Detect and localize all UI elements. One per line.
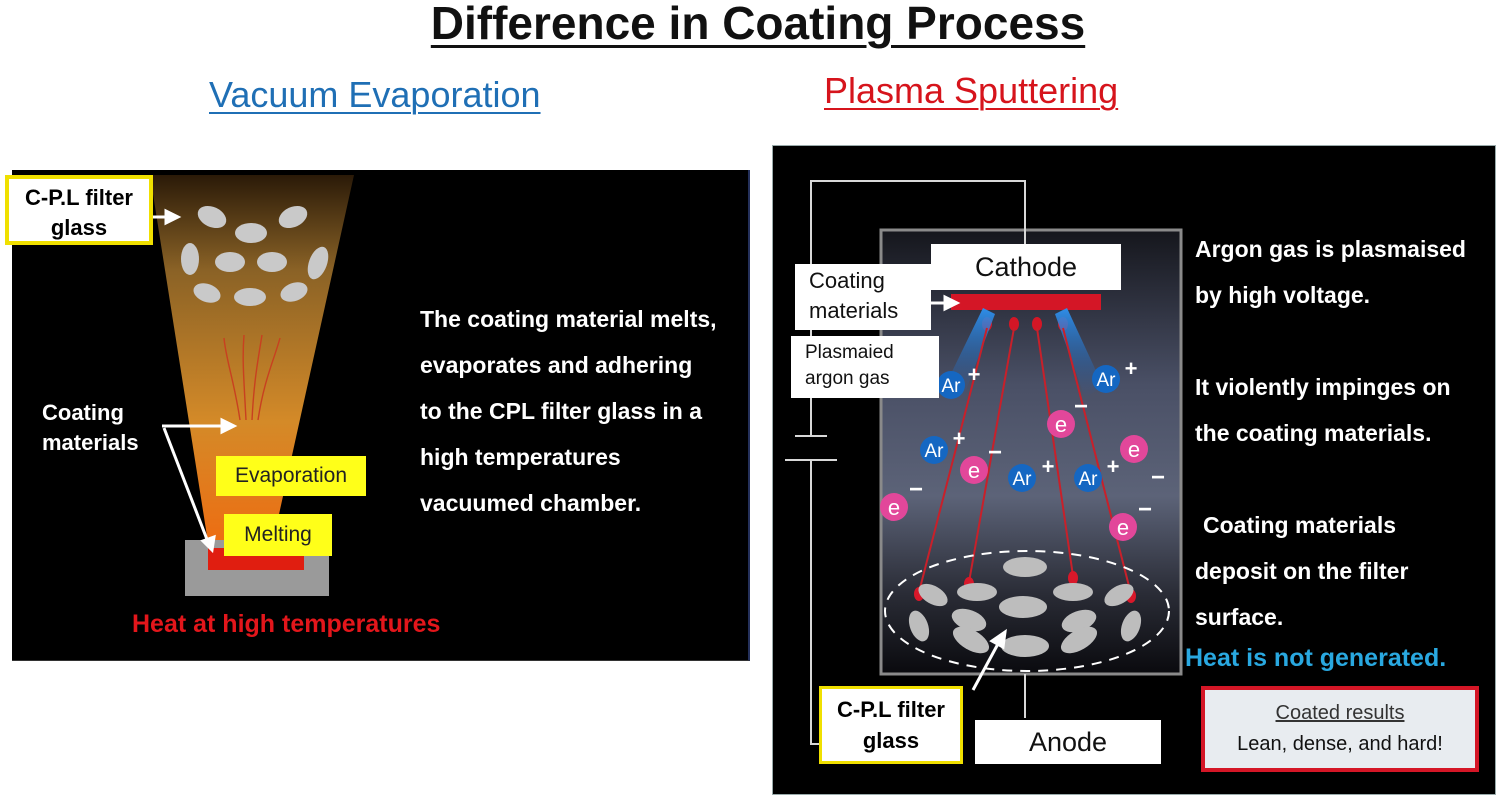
coating-materials-label: Coating materials: [795, 264, 931, 330]
svg-text:Ar: Ar: [942, 376, 962, 397]
coated-results-title: Coated results: [1275, 702, 1405, 724]
melting-label: Melting: [224, 514, 332, 556]
svg-text:e: e: [1128, 437, 1140, 462]
plasma-gas-label: Plasmaied argon gas: [791, 336, 939, 398]
heat-label: Heat at high temperatures: [132, 610, 441, 638]
argon-ion: Ar +: [1092, 356, 1137, 393]
argon-ion: Ar +: [1008, 454, 1054, 492]
electron: e−: [1109, 496, 1152, 541]
coating-materials-label: Coating materials: [42, 400, 139, 455]
svg-text:Ar: Ar: [1097, 370, 1117, 391]
sputtering-diagram: Ar + Ar + Ar+ Ar+ Ar+ e− e− e− e− e−: [785, 180, 1183, 745]
svg-text:+: +: [968, 362, 981, 387]
coated-results-text: Lean, dense, and hard!: [1237, 733, 1443, 755]
electrons: e− e− e− e− e−: [880, 393, 1165, 541]
vacuum-evaporation-panel: C-P.L filter glass Coating materials Evapo…: [5, 170, 750, 661]
svg-text:Ar: Ar: [1013, 469, 1033, 490]
svg-text:e: e: [968, 458, 980, 483]
no-heat-label: Heat is not generated.: [1185, 644, 1447, 672]
coated-results-box: Coated results Lean, dense, and hard!: [1201, 686, 1479, 772]
filter-glass-label: C-P.L filter glass: [5, 175, 153, 245]
filter-glass-lenses: [181, 205, 329, 306]
svg-text:+: +: [1107, 454, 1120, 479]
filter-boundary: [884, 550, 1170, 672]
argon-ions: Ar + Ar + Ar + Ar + Ar +: [920, 356, 1137, 492]
svg-text:Ar: Ar: [1079, 469, 1099, 490]
plasma-sputtering-heading: Plasma Sputtering: [824, 70, 1119, 111]
svg-text:e: e: [888, 495, 900, 520]
svg-text:+: +: [1125, 356, 1138, 381]
label-arrows: [931, 294, 1007, 691]
filter-glass-lenses: [908, 557, 1142, 657]
page-title: Difference in Coating Process: [430, 0, 1086, 49]
svg-text:+: +: [1042, 454, 1055, 479]
svg-text:e: e: [1117, 515, 1129, 540]
electron: e−: [880, 476, 923, 521]
svg-text:−: −: [1138, 496, 1152, 523]
vacuum-description: The coating material melts, evaporates a…: [420, 306, 717, 516]
plasma-sputtering-panel: Ar + Ar + Ar + Ar + Ar + e − e − e − e − e − Catho…: [772, 145, 1496, 795]
svg-text:Ar: Ar: [925, 441, 945, 462]
evaporation-label: Evaporation: [216, 456, 366, 496]
svg-text:−: −: [1151, 464, 1165, 491]
argon-ion: Ar +: [937, 362, 980, 399]
anode-label: Anode: [975, 720, 1161, 764]
svg-text:−: −: [1074, 393, 1088, 420]
argon-ion: Ar +: [1074, 454, 1119, 492]
electron: e−: [960, 439, 1002, 484]
electron: e−: [1120, 435, 1165, 491]
vapor-streams: [223, 334, 281, 421]
filter-glass-label: C-P.L filter glass: [819, 686, 963, 764]
electron: e−: [1047, 393, 1088, 438]
label-arrows: [152, 208, 238, 554]
cathode-target: [951, 294, 1101, 310]
argon-ion: Ar +: [920, 426, 965, 464]
evaporation-diagram: [150, 175, 354, 596]
cathode-label: Cathode: [931, 244, 1121, 290]
svg-text:+: +: [953, 426, 966, 451]
vapor-cone: [150, 175, 354, 555]
particle-trajectories: [918, 327, 1132, 595]
svg-text:−: −: [988, 439, 1002, 466]
vacuum-evaporation-heading: Vacuum Evaporation: [209, 74, 541, 115]
svg-text:e: e: [1055, 412, 1067, 437]
plasma-description: Argon gas is plasmaised by high voltage.…: [1195, 236, 1466, 630]
svg-text:−: −: [909, 476, 923, 503]
